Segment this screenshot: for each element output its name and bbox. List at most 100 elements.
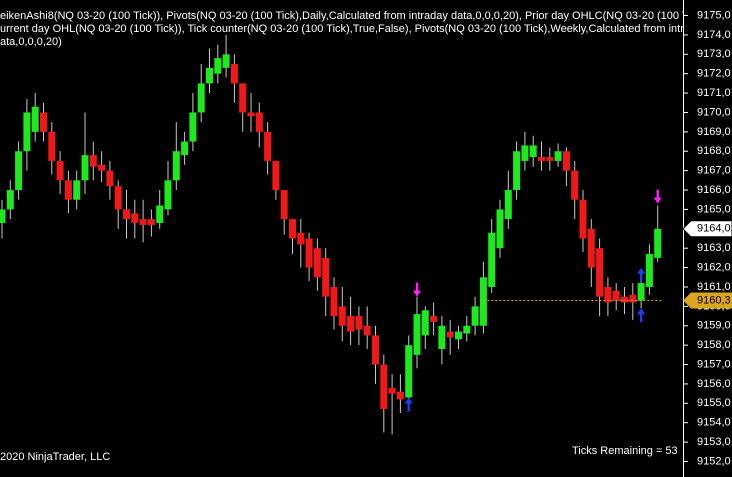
candle-body bbox=[421, 310, 429, 336]
last-price-label: 9164,0 bbox=[697, 223, 731, 235]
candle-body bbox=[380, 364, 388, 410]
candle-body bbox=[363, 325, 371, 336]
plot-area bbox=[0, 34, 662, 435]
candle-body bbox=[488, 232, 496, 287]
candle-body bbox=[0, 209, 6, 223]
candle-body bbox=[521, 145, 529, 161]
y-tick-label: 9158,0 bbox=[697, 339, 731, 351]
candle-body bbox=[645, 254, 653, 287]
signal-arrow bbox=[653, 189, 662, 204]
candle-body bbox=[446, 331, 454, 338]
legend-line: ata,0,0,0,20) bbox=[0, 36, 62, 48]
candle-body bbox=[56, 160, 64, 181]
candle-body bbox=[64, 180, 72, 200]
signal-arrow bbox=[637, 267, 646, 282]
candle-body bbox=[538, 157, 545, 161]
candle-body bbox=[214, 58, 222, 74]
candle-body bbox=[73, 180, 81, 200]
legend-line: eikenAshi8(NQ 03-20 (100 Tick)), Pivots(… bbox=[0, 10, 712, 22]
tick-counter: Ticks Remaining = 53 bbox=[572, 445, 678, 457]
y-tick-label: 9170,0 bbox=[697, 106, 731, 118]
candle-body bbox=[164, 180, 172, 210]
candle-body bbox=[513, 151, 521, 191]
candle-body bbox=[289, 219, 296, 239]
y-tick-label: 9163,0 bbox=[697, 242, 731, 254]
y-tick-label: 9173,0 bbox=[697, 48, 731, 60]
candle-body bbox=[455, 331, 462, 340]
candle-body bbox=[571, 170, 579, 200]
candle-body bbox=[255, 112, 263, 132]
copyright: 2020 NinjaTrader, LLC bbox=[0, 451, 110, 463]
candle-body bbox=[239, 83, 247, 113]
candle-body bbox=[496, 209, 504, 249]
candle-body bbox=[131, 213, 139, 223]
candle-body bbox=[106, 170, 114, 187]
candle-body bbox=[23, 112, 31, 152]
candle-body bbox=[31, 106, 39, 132]
y-tick-label: 9169,0 bbox=[697, 126, 731, 138]
candle-body bbox=[222, 54, 230, 68]
candle-body bbox=[15, 151, 23, 191]
candle-body bbox=[405, 345, 413, 398]
signal-arrow bbox=[404, 397, 413, 412]
y-tick-label: 9156,0 bbox=[697, 378, 731, 390]
y-tick-label: 9162,0 bbox=[697, 261, 731, 273]
last-price-tag bbox=[682, 220, 732, 238]
candle-body bbox=[413, 314, 421, 355]
candle-body bbox=[98, 164, 106, 171]
candle-body bbox=[621, 296, 628, 303]
y-tick-label: 9171,0 bbox=[697, 87, 731, 99]
candle-body bbox=[587, 228, 595, 268]
candle-body bbox=[637, 283, 645, 301]
candle-body bbox=[396, 391, 404, 400]
candle-body bbox=[313, 248, 321, 278]
candle-body bbox=[206, 67, 213, 84]
y-tick-label: 9155,0 bbox=[697, 397, 731, 409]
candle-body bbox=[147, 219, 155, 225]
candle-body bbox=[479, 277, 487, 326]
candle-body bbox=[546, 157, 554, 161]
candle-body bbox=[430, 316, 438, 322]
candle-body bbox=[197, 83, 205, 113]
legend-line: urrent day OHL(NQ 03-20 (100 Tick)), Tic… bbox=[0, 23, 708, 35]
y-tick-label: 9157,0 bbox=[697, 358, 731, 370]
candle-body bbox=[463, 325, 471, 334]
candle-body bbox=[330, 286, 338, 317]
y-tick-label: 9154,0 bbox=[697, 417, 731, 429]
candle-body bbox=[156, 205, 164, 223]
candle-body bbox=[604, 286, 612, 303]
y-tick-label: 9168,0 bbox=[697, 145, 731, 157]
candle-body bbox=[6, 190, 14, 210]
candle-body bbox=[280, 190, 288, 220]
y-tick-label: 9172,0 bbox=[697, 68, 731, 80]
candle-body bbox=[272, 160, 280, 191]
signal-arrow bbox=[637, 308, 646, 323]
candle-body bbox=[189, 112, 197, 142]
y-tick-label: 9166,0 bbox=[697, 184, 731, 196]
y-tick-label: 9161,0 bbox=[697, 281, 731, 293]
candle-body bbox=[629, 294, 637, 303]
candle-body bbox=[388, 387, 396, 394]
y-tick-label: 9153,0 bbox=[697, 436, 731, 448]
candle-body bbox=[230, 63, 238, 84]
candle-body bbox=[596, 248, 604, 297]
candle-body bbox=[562, 151, 570, 171]
candle-body bbox=[247, 112, 255, 117]
candle-body bbox=[172, 151, 180, 181]
candle-body bbox=[438, 325, 446, 350]
price-axis: 9152,0 9153,0 9154,0 9155,0 9156,0 9157,0 9158… bbox=[682, 9, 732, 467]
y-tick-label: 9167,0 bbox=[697, 165, 731, 177]
candle-body bbox=[81, 155, 89, 181]
candle-body bbox=[529, 145, 537, 158]
candle-body bbox=[123, 209, 130, 220]
candle-body bbox=[372, 335, 379, 365]
candle-body bbox=[338, 306, 346, 326]
candle-body bbox=[579, 199, 587, 239]
candle-body bbox=[554, 151, 562, 161]
current-level-label: 9160,3 bbox=[697, 294, 731, 306]
candle-body bbox=[114, 186, 122, 210]
candle-body bbox=[297, 232, 305, 245]
candle-body bbox=[654, 228, 662, 258]
